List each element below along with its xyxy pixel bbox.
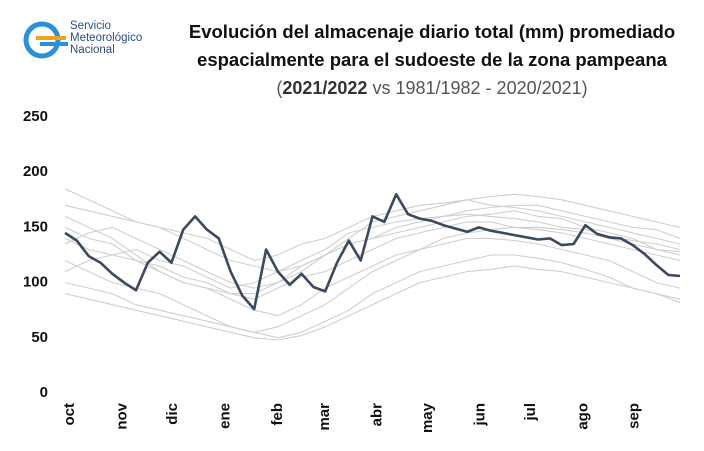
- x-tick-label: mar: [316, 403, 333, 431]
- y-tick-label: 150: [23, 218, 48, 235]
- history-line: [64, 221, 681, 300]
- history-line: [64, 265, 681, 341]
- logo-bar: [36, 36, 66, 40]
- y-tick-label: 250: [23, 108, 48, 125]
- logo-bar: [40, 42, 68, 46]
- chart-title: Evolución del almacenaje diario total (m…: [189, 21, 675, 42]
- history-line: [64, 210, 681, 295]
- y-tick-label: 100: [23, 274, 48, 291]
- chart-subtitle: (2021/2022 vs 1981/1982 - 2020/2021): [276, 78, 587, 98]
- logo-text: Servicio: [70, 20, 111, 32]
- subtitle-part: vs 1981/1982 - 2020/2021): [372, 78, 587, 98]
- logo: Servicio Meteorológico Nacional: [23, 20, 142, 59]
- x-tick-label: abr: [368, 403, 385, 427]
- highlight-line: [64, 193, 681, 311]
- logo-text: Nacional: [70, 44, 115, 56]
- x-tick-label: feb: [269, 403, 286, 426]
- chart-title: espacialmente para el sudoeste de la zon…: [197, 49, 668, 70]
- x-tick-label: dic: [164, 403, 181, 425]
- y-tick-label: 0: [40, 384, 48, 401]
- y-tick-label: 200: [23, 163, 48, 180]
- history-line: [64, 188, 681, 273]
- history-line: [64, 254, 681, 339]
- x-tick-label: sep: [625, 403, 642, 429]
- x-tick-label: may: [419, 402, 436, 433]
- y-tick-label: 50: [31, 329, 48, 346]
- history-line: [64, 215, 681, 317]
- subtitle-part: (: [276, 78, 282, 98]
- x-tick-label: oct: [61, 403, 78, 426]
- history-line: [64, 237, 681, 333]
- x-tick-label: ago: [575, 403, 592, 430]
- x-tick-label: jul: [522, 403, 539, 422]
- history-line: [64, 213, 681, 289]
- logo-text: Meteorológico: [70, 32, 142, 44]
- x-tick-label: jun: [472, 403, 489, 427]
- x-tick-label: ene: [216, 403, 233, 429]
- subtitle-part: 2021/2022: [282, 78, 367, 98]
- x-tick-label: nov: [113, 402, 130, 429]
